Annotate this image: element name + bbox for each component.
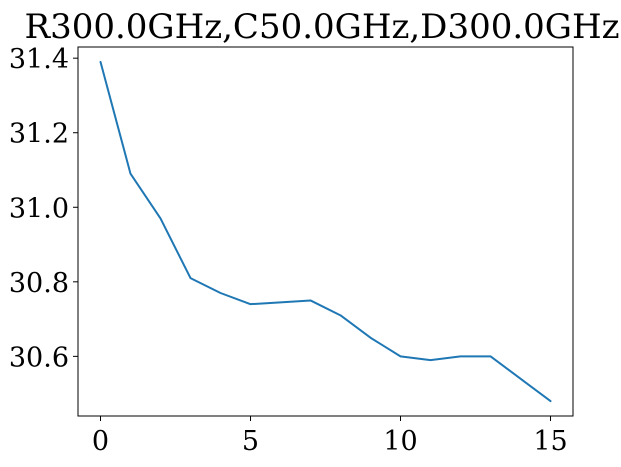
y-tick-label: 31.0 (9, 193, 69, 224)
y-tick-label: 31.4 (9, 44, 69, 75)
y-tick-label: 30.8 (9, 268, 69, 299)
plot-area: 0 5 10 15 30.6 30.8 31.0 31.2 31.4 (9, 44, 574, 457)
x-tick-label: 15 (533, 426, 567, 457)
series-line (99, 60, 552, 403)
chart-title: R300.0GHz,C50.0GHz,D300.0GHz (24, 7, 619, 47)
x-tick-label: 5 (242, 426, 259, 457)
x-tick-label: 0 (92, 426, 109, 457)
y-tick-label: 31.2 (9, 119, 69, 150)
axes-frame (77, 46, 574, 417)
x-tick-label: 10 (383, 426, 417, 457)
y-tick-label: 30.6 (9, 342, 69, 373)
